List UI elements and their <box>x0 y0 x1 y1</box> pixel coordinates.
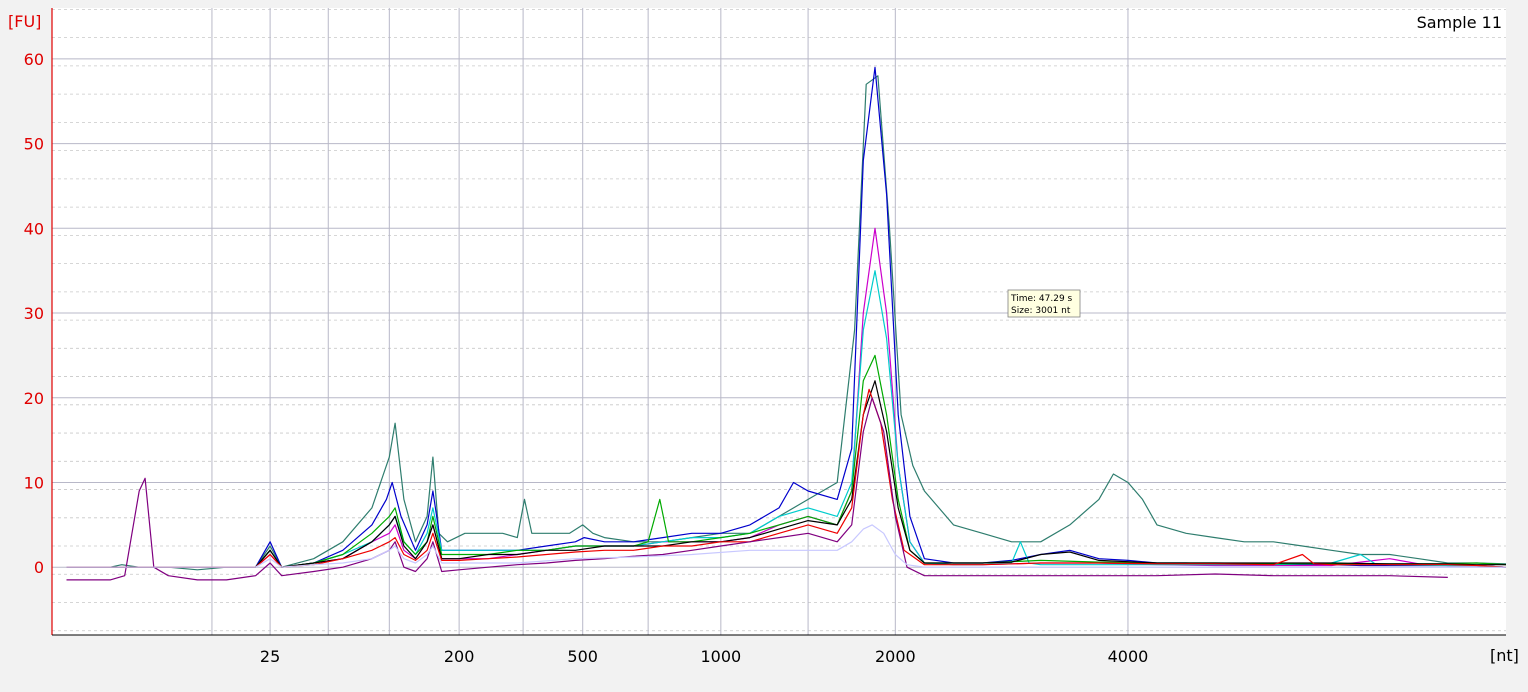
tooltip-size: Size: 3001 nt <box>1011 306 1071 316</box>
x-tick-label: 500 <box>567 647 598 666</box>
tooltip-time: Time: 47.29 s <box>1010 294 1073 304</box>
x-tick-label: 1000 <box>700 647 741 666</box>
x-tick-labels: 25 200 500 1000 2000 4000 <box>260 647 1148 666</box>
sample-label: Sample 11 <box>1417 13 1502 32</box>
x-tick-label: 2000 <box>875 647 916 666</box>
y-unit-label: [FU] <box>8 12 41 31</box>
y-tick-label: 60 <box>24 50 44 69</box>
tooltip: Time: 47.29 s Size: 3001 nt <box>1007 289 1081 318</box>
x-tick-label: 25 <box>260 647 280 666</box>
y-tick-label: 30 <box>24 304 44 323</box>
x-unit-label: [nt] <box>1490 646 1519 665</box>
y-tick-labels: 0 10 20 30 40 50 60 <box>24 50 44 577</box>
series-line <box>66 524 1506 568</box>
grid-lines <box>52 8 1506 635</box>
x-tick-label: 4000 <box>1108 647 1149 666</box>
y-tick-label: 10 <box>24 473 44 492</box>
plot-area <box>52 8 1506 635</box>
series-line <box>66 397 1448 581</box>
series-line <box>66 380 1506 568</box>
y-tick-label: 50 <box>24 135 44 154</box>
x-tick-label: 200 <box>444 647 475 666</box>
y-tick-label: 20 <box>24 389 44 408</box>
y-tick-label: 0 <box>34 558 44 577</box>
tooltip-box <box>1007 289 1081 318</box>
y-tick-label: 40 <box>24 219 44 238</box>
series-layer <box>66 66 1507 581</box>
